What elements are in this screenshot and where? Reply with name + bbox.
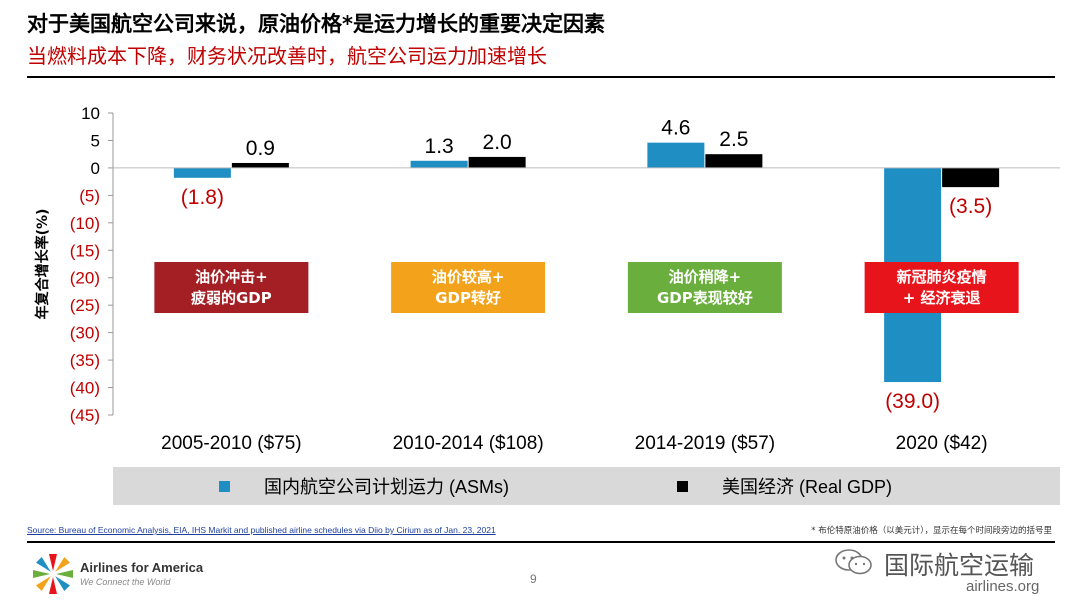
bar-value-label: 1.3	[425, 135, 454, 158]
y-tick-label: (35)	[70, 351, 100, 370]
source-link[interactable]: Source: Bureau of Economic Analysis, EIA…	[27, 525, 496, 535]
slide-title: 对于美国航空公司来说，原油价格*是运力增长的重要决定因素	[27, 12, 605, 36]
bar-gdp	[231, 162, 289, 168]
y-tick-label: (30)	[70, 324, 100, 343]
price-footnote: * 布伦特原油价格（以美元计），显示在每个时间段旁边的括号里	[811, 526, 1052, 536]
scenario-annotation-text: 油价稍降+	[669, 268, 742, 286]
slide-subtitle: 当燃料成本下降，财务状况改善时，航空公司运力加速增长	[27, 44, 547, 68]
x-category-label: 2005-2010 ($75)	[161, 433, 302, 454]
legend-label-asms: 国内航空公司计划运力 (ASMs)	[264, 477, 509, 497]
bar-value-label: 2.5	[719, 128, 748, 151]
scenario-annotation-text: + 经济衰退	[903, 289, 981, 307]
scenario-annotation-text: 油价较高+	[432, 268, 505, 286]
y-tick-label: (20)	[70, 269, 100, 288]
bar-value-label: (3.5)	[949, 195, 992, 218]
scenario-annotation-text: GDP表现较好	[657, 289, 753, 307]
y-tick-label: 5	[91, 131, 100, 150]
footer-rule	[27, 541, 1055, 543]
y-axis-label: 年复合增长率(%)	[34, 209, 51, 320]
legend-swatch-gdp	[677, 480, 688, 492]
bar-value-label: 4.6	[661, 117, 690, 140]
y-tick-label: (10)	[70, 214, 100, 233]
scenario-annotation-box	[391, 262, 546, 313]
page-number: 9	[530, 572, 537, 586]
bar-value-label: 2.0	[483, 131, 512, 154]
bar-gdp	[705, 154, 763, 168]
bar-value-label: (39.0)	[885, 390, 940, 413]
bar-gdp	[468, 156, 526, 168]
legend-item-gdp: 美国经济 (Real GDP)	[677, 467, 892, 505]
legend-swatch-asms	[219, 480, 230, 492]
legend-item-asms: 国内航空公司计划运力 (ASMs)	[219, 467, 509, 505]
scenario-annotation-text: 油价冲击+	[195, 268, 268, 286]
x-category-label: 2010-2014 ($108)	[393, 433, 544, 454]
y-tick-label: (45)	[70, 406, 100, 425]
scenario-annotation-text: GDP转好	[435, 289, 501, 307]
chart-legend: 国内航空公司计划运力 (ASMs) 美国经济 (Real GDP)	[113, 467, 1060, 505]
logo-tagline: We Connect the World	[80, 577, 171, 587]
x-category-label: 2014-2019 ($57)	[635, 433, 776, 454]
airlines-for-america-star-logo-icon	[33, 554, 73, 594]
bar-value-label: (1.8)	[181, 186, 224, 209]
header-rule	[27, 76, 1055, 78]
y-tick-label: (5)	[79, 186, 100, 205]
x-category-label: 2020 ($42)	[896, 433, 988, 454]
y-tick-label: 0	[91, 159, 100, 178]
bar-asms	[410, 160, 468, 168]
bar-value-label: 0.9	[246, 137, 275, 160]
y-tick-label: (25)	[70, 296, 100, 315]
scenario-annotation-text: 疲弱的GDP	[191, 289, 272, 307]
bar-asms	[173, 167, 231, 178]
scenario-annotation-box	[627, 262, 782, 313]
y-tick-label: (40)	[70, 379, 100, 398]
scenario-annotation-text: 新冠肺炎疫情	[897, 268, 987, 286]
y-tick-label: 10	[81, 104, 100, 123]
wechat-icon	[835, 549, 872, 575]
scenario-annotation-box	[154, 262, 309, 313]
bar-gdp	[942, 167, 1000, 188]
scenario-annotation-box	[864, 262, 1019, 313]
watermark-name: 国际航空运输	[884, 551, 1035, 580]
y-tick-label: (15)	[70, 241, 100, 260]
legend-label-gdp: 美国经济 (Real GDP)	[722, 477, 893, 497]
logo-name: Airlines for America	[80, 560, 204, 575]
bar-asms	[647, 142, 705, 168]
growth-chart: 10 5 0 (5) (10) (15) (20) (25) (30) (35) (40) (45) 年…	[34, 104, 1060, 454]
watermark-url: airlines.org	[966, 578, 1040, 595]
